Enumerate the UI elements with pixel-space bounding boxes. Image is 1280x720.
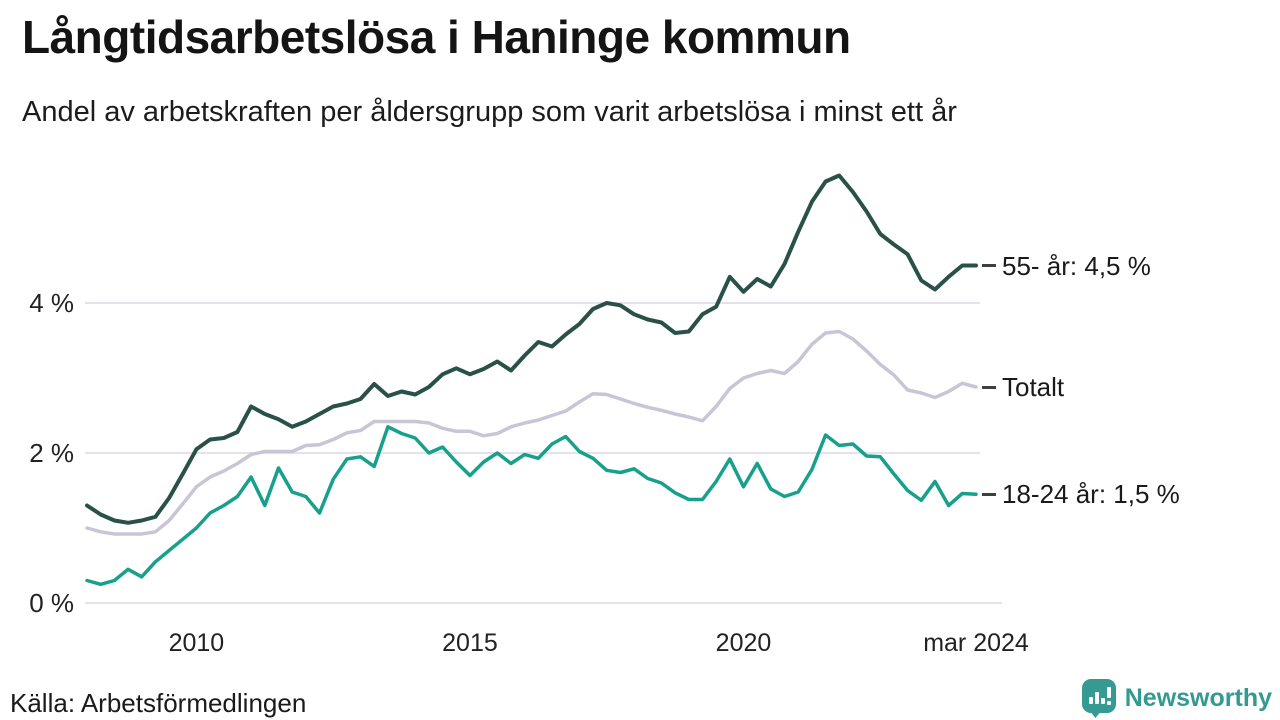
source-note: Källa: Arbetsförmedlingen [10, 688, 307, 718]
x-axis-label-2010: 2010 [168, 629, 225, 657]
page-subtitle: Andel av arbetskraften per åldersgrupp s… [22, 96, 957, 128]
end-label-55-r: 55- år: 4,5 % [1002, 250, 1151, 281]
line-chart-plot-area [85, 173, 1002, 604]
series-line-totalt [85, 329, 978, 536]
y-axis-label-0pct: 0 % [29, 588, 74, 618]
y-axis-label-2pct: 2 % [29, 438, 74, 468]
x-axis-label-mar-2024: mar 2024 [923, 629, 1029, 657]
y-axis-label-4pct: 4 % [29, 288, 74, 318]
end-label-dash-totalt [982, 385, 996, 389]
end-label-totalt: Totalt [1002, 372, 1065, 402]
bar-chart-speech-bubble-icon [1081, 679, 1116, 718]
series-line-18-24-r [85, 425, 978, 587]
brand-name: Newsworthy [1124, 683, 1272, 712]
end-label-dash-18-24-r [982, 492, 996, 496]
end-label-dash-55-r [982, 264, 996, 267]
x-axis-label-2015: 2015 [442, 629, 498, 657]
series-line-55-r [85, 173, 978, 525]
page-title: Långtidsarbetslösa i Haninge kommun [22, 11, 851, 63]
newsworthy-brand: Newsworthy [1081, 678, 1272, 718]
x-axis-label-2020: 2020 [715, 629, 772, 657]
end-label-18-24-r: 18-24 år: 1,5 % [1002, 479, 1180, 510]
